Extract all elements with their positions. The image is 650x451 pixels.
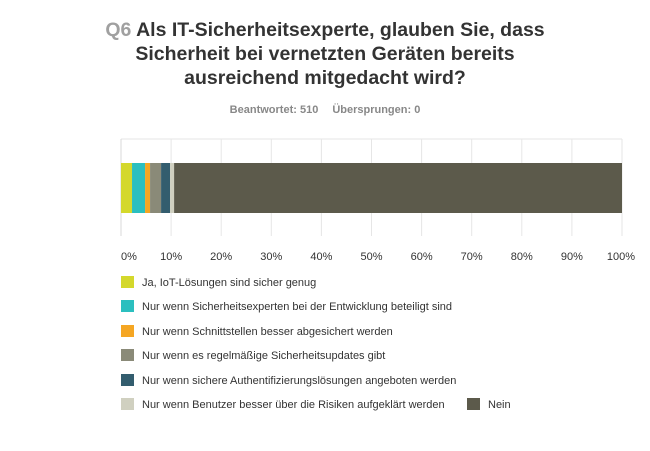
legend-swatch xyxy=(121,349,134,362)
question-number: Q6 xyxy=(105,19,132,41)
bar-segment xyxy=(145,163,151,213)
legend-swatch xyxy=(121,276,134,289)
legend-label: Nur wenn Sicherheitsexperten bei der Ent… xyxy=(142,301,453,314)
legend-label: Nur wenn Schnittstellen besser abgesiche… xyxy=(142,325,393,338)
x-tick-label: 90% xyxy=(561,251,583,263)
legend-item: Nur wenn Benutzer besser über die Risike… xyxy=(121,398,445,412)
legend-label: Nur wenn sichere Authentifizierungslösun… xyxy=(142,374,457,387)
bar-segment xyxy=(121,163,133,213)
bar-segment xyxy=(174,163,622,213)
legend-label: Nein xyxy=(488,399,511,412)
skipped-count: Übersprungen: 0 xyxy=(332,104,421,116)
legend-item: Nur wenn Schnittstellen besser abgesiche… xyxy=(121,324,393,339)
x-tick-label: 10% xyxy=(160,251,182,263)
bar-segment xyxy=(150,163,162,213)
legend-swatch xyxy=(121,373,134,386)
bar-segment xyxy=(132,163,146,213)
legend-label: Nur wenn Benutzer besser über die Risike… xyxy=(142,399,445,412)
question-text: Als IT-Sicherheitsexperte, glauben Sie, … xyxy=(135,19,545,89)
x-tick-label: 40% xyxy=(310,251,332,263)
x-tick-label: 50% xyxy=(360,251,382,263)
x-tick-label: 20% xyxy=(210,251,232,263)
legend-label: Ja, IoT-Lösungen sind sicher genug xyxy=(142,277,317,290)
x-tick-label: 0% xyxy=(121,251,137,263)
legend-swatch xyxy=(467,398,480,411)
x-tick-label: 70% xyxy=(461,251,483,263)
bar-segments xyxy=(121,163,622,213)
legend-item: Nur wenn es regelmäßige Sicherheitsupdat… xyxy=(121,349,385,363)
bar-segment xyxy=(161,163,171,213)
legend-item: Nur wenn Sicherheitsexperten bei der Ent… xyxy=(121,300,452,314)
legend-item: Nur wenn sichere Authentifizierungslösun… xyxy=(121,373,457,388)
x-tick-label: 30% xyxy=(260,251,282,263)
legend-swatch xyxy=(121,300,134,313)
x-tick-label: 100% xyxy=(607,251,635,263)
legend-label: Nur wenn es regelmäßige Sicherheitsupdat… xyxy=(142,350,386,363)
x-axis: 0% 10% 20% 30% 40% 50% 60% 70% 80% 90% 100% xyxy=(121,251,635,263)
legend-item: Nein xyxy=(467,398,511,412)
response-stats: Beantwortet: 510 Übersprungen: 0 xyxy=(0,104,650,116)
x-tick-label: 80% xyxy=(511,251,533,263)
legend-item: Ja, IoT-Lösungen sind sicher genug xyxy=(121,276,316,290)
legend-swatch xyxy=(121,324,134,337)
x-tick-label: 60% xyxy=(411,251,433,263)
bar-segment xyxy=(170,163,175,213)
legend-swatch xyxy=(121,398,134,411)
answered-count: Beantwortet: 510 xyxy=(229,104,319,116)
page-title: Q6 Als IT-Sicherheitsexperte, glauben Si… xyxy=(95,18,555,90)
